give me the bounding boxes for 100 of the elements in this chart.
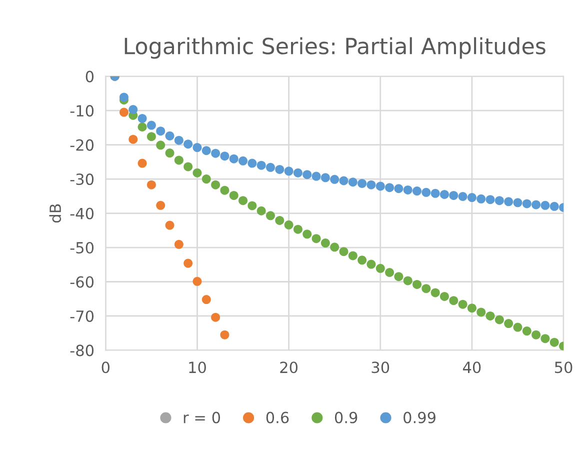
point <box>339 176 348 186</box>
point <box>119 92 128 102</box>
point <box>330 242 340 252</box>
point <box>540 200 550 210</box>
point <box>320 238 330 248</box>
point <box>532 200 541 210</box>
point <box>376 264 385 273</box>
point <box>458 192 468 201</box>
point <box>376 182 385 191</box>
point <box>248 158 257 168</box>
point <box>348 178 358 187</box>
point <box>284 166 294 176</box>
legend-label: r = 0 <box>184 412 220 424</box>
y-axis-title: dB <box>49 204 62 223</box>
point <box>486 311 495 320</box>
point <box>522 326 532 336</box>
legend-label: 0.99 <box>404 412 436 424</box>
point <box>202 146 211 156</box>
point <box>238 156 248 166</box>
y-tick-label: -50 <box>70 242 94 254</box>
x-tick-label: 10 <box>189 362 206 374</box>
point <box>504 319 514 328</box>
point <box>440 292 449 301</box>
point <box>467 193 476 202</box>
y-tick-label: -10 <box>70 105 94 117</box>
point <box>513 198 522 208</box>
legend-label: 0.6 <box>266 412 289 424</box>
point <box>202 295 211 304</box>
point <box>358 178 367 188</box>
point <box>284 220 294 230</box>
x-tick-label: 20 <box>280 362 298 374</box>
x-tick-label: 50 <box>554 362 572 374</box>
point <box>192 143 202 152</box>
point <box>184 258 193 268</box>
legend-label: 0.9 <box>334 412 358 424</box>
point <box>174 156 184 165</box>
point <box>403 185 412 194</box>
point <box>504 197 514 206</box>
point <box>146 120 156 130</box>
y-tick-label: -40 <box>70 208 94 220</box>
x-tick-label: 30 <box>372 362 390 374</box>
x-tick-label: 0 <box>102 362 110 374</box>
y-tick-label: -20 <box>70 139 94 151</box>
point <box>220 330 230 340</box>
point <box>550 338 559 347</box>
point <box>522 199 532 208</box>
point <box>422 284 431 294</box>
point <box>467 304 476 313</box>
point <box>211 180 220 190</box>
point <box>476 194 486 204</box>
y-tick-label: -70 <box>70 310 94 322</box>
y-tick-label: -80 <box>70 344 94 356</box>
point <box>403 276 412 286</box>
point <box>540 334 550 344</box>
point <box>156 126 166 136</box>
chart-title: Logarithmic Series: Partial Amplitudes <box>124 37 546 59</box>
point <box>366 260 376 269</box>
point <box>550 202 559 211</box>
point <box>385 268 394 278</box>
y-tick-label: 0 <box>86 70 94 82</box>
point <box>339 247 348 256</box>
point <box>220 186 230 195</box>
point <box>165 220 174 230</box>
point <box>486 195 495 204</box>
point <box>128 105 138 114</box>
point <box>156 200 166 210</box>
point <box>312 234 321 244</box>
point <box>366 180 376 190</box>
point <box>394 272 404 282</box>
point <box>458 300 468 309</box>
point <box>184 140 193 149</box>
point <box>275 216 284 225</box>
point <box>256 160 266 170</box>
point <box>211 148 220 158</box>
point <box>256 206 266 216</box>
point <box>430 188 440 198</box>
point <box>385 183 394 192</box>
point <box>156 140 166 150</box>
point <box>494 315 504 324</box>
point <box>138 122 147 132</box>
point <box>440 190 449 199</box>
point <box>138 114 147 123</box>
point <box>320 173 330 182</box>
point <box>302 170 312 180</box>
point <box>202 174 211 184</box>
point <box>248 201 257 210</box>
point <box>192 168 202 178</box>
point <box>229 190 238 200</box>
point <box>302 230 312 239</box>
point <box>229 154 238 164</box>
point <box>165 131 174 140</box>
point <box>532 330 541 340</box>
point <box>146 132 156 142</box>
point <box>174 240 184 249</box>
point <box>422 188 431 197</box>
point <box>330 174 340 184</box>
point <box>266 211 275 220</box>
point <box>449 296 458 306</box>
point <box>430 288 440 298</box>
point <box>449 190 458 200</box>
